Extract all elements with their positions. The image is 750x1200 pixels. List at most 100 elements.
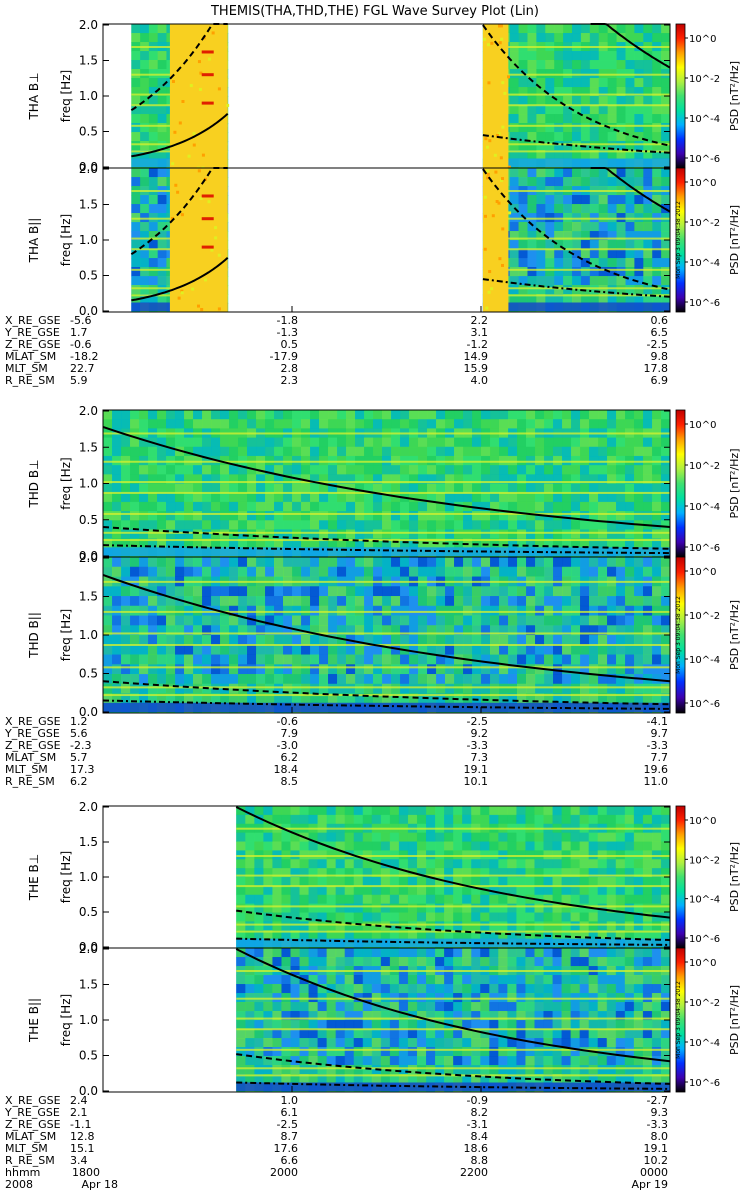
- spectrogram-cell: [344, 859, 355, 869]
- spectrogram-cell: [290, 930, 301, 940]
- spectrogram-cell: [254, 868, 264, 878]
- spectrogram-cell: [140, 33, 150, 43]
- spectrogram-cell: [499, 419, 509, 429]
- spectral-line: [236, 874, 670, 877]
- spectrogram-cell: [525, 841, 535, 851]
- spectrogram-cell: [552, 912, 563, 922]
- spectrogram-cell: [625, 615, 635, 626]
- spectrogram-cell: [507, 1074, 517, 1084]
- colorbar-tick-label: 10^-6: [689, 154, 720, 165]
- spectrogram-cell: [535, 625, 545, 636]
- spectrogram-cell: [616, 150, 626, 160]
- spectrogram-cell: [337, 410, 347, 420]
- spectrogram-cell: [453, 921, 463, 931]
- spectrogram-cell: [317, 877, 328, 887]
- spectrogram-cell: [607, 605, 617, 616]
- spectrogram-cell: [517, 693, 527, 704]
- spectrogram-cell: [211, 625, 221, 636]
- spectrogram-cell: [362, 912, 373, 922]
- spectrogram-cell: [112, 465, 122, 475]
- spectrogram-cell: [407, 885, 418, 896]
- spectrogram-cell: [409, 501, 419, 512]
- spectrogram-cell: [283, 492, 293, 503]
- spectrogram-cell: [525, 1056, 535, 1066]
- spectrogram-cell: [310, 674, 320, 685]
- spectrogram-cell: [660, 1020, 671, 1030]
- spectrogram-cell: [299, 814, 310, 825]
- spectrogram-cell: [112, 596, 122, 607]
- spectrogram-cell: [589, 114, 600, 124]
- spectrogram-cell: [625, 51, 635, 61]
- spectrogram-cell: [157, 693, 167, 704]
- spectrogram-cell: [598, 87, 609, 97]
- spectrogram-cell: [355, 419, 365, 429]
- spectrogram-cell: [193, 625, 203, 636]
- spectrogram-cell: [139, 511, 149, 521]
- spectrogram-cell: [301, 664, 311, 675]
- spectrogram-cell: [490, 41, 494, 45]
- spectrogram-cell: [589, 204, 600, 214]
- spectrogram-cell: [283, 511, 293, 521]
- spectrogram-cell: [362, 877, 373, 887]
- spectrogram-cell: [292, 605, 302, 616]
- spectrogram-cell: [400, 654, 410, 665]
- spectrogram-cell: [580, 33, 591, 43]
- spectrogram-cell: [290, 903, 301, 913]
- spectrogram-cell: [589, 596, 599, 607]
- spectrogram-cell: [579, 859, 590, 869]
- spectrogram-cell: [643, 33, 653, 43]
- spectrogram-cell: [509, 51, 520, 61]
- spectrogram-cell: [254, 1074, 264, 1084]
- spectrogram-cell: [435, 859, 445, 869]
- spectrogram-cell: [148, 520, 158, 530]
- spectrogram-cell: [552, 885, 563, 896]
- spectrogram-cell: [319, 529, 329, 540]
- spectrogram-cell: [389, 984, 400, 994]
- spectrogram-cell: [140, 132, 150, 142]
- spectrogram-cell: [643, 96, 653, 106]
- spectrogram-cell: [326, 841, 337, 851]
- spectrogram-cell: [633, 841, 644, 851]
- spectrogram-cell: [157, 285, 167, 295]
- spectrogram-cell: [661, 87, 671, 97]
- spectrogram-cell: [254, 894, 264, 905]
- spectrogram-cell: [471, 877, 481, 887]
- spectrogram-cell: [598, 492, 608, 503]
- spectrogram-cell: [317, 814, 328, 825]
- spectrogram-cell: [454, 644, 464, 655]
- spectrogram-cell: [508, 520, 518, 530]
- spectrogram-cell: [229, 654, 239, 665]
- spectrogram-cell: [131, 249, 141, 259]
- spectrogram-cell: [326, 832, 337, 842]
- spectrogram-cell: [211, 664, 221, 675]
- spectrogram-cell: [480, 1038, 490, 1048]
- spectrogram-cell: [263, 1002, 273, 1012]
- spectrogram-cell: [254, 1029, 264, 1039]
- spectrogram-cell: [202, 492, 212, 503]
- ephemeris-value: 5.6: [70, 727, 88, 740]
- spectrogram-cell: [571, 654, 581, 665]
- spectrogram-cell: [427, 674, 437, 685]
- spectrogram-cell: [400, 586, 410, 597]
- spectrogram-cell: [290, 921, 301, 931]
- spectrogram-cell: [543, 814, 554, 825]
- spectrogram-cell: [281, 903, 291, 913]
- spectrogram-cell: [317, 885, 328, 896]
- spectrogram-cell: [148, 538, 158, 549]
- spectrogram-cell: [112, 410, 122, 420]
- spectrogram-cell: [490, 664, 500, 675]
- spectrogram-cell: [545, 60, 555, 70]
- spectrogram-cell: [490, 674, 500, 685]
- spectrogram-cell: [335, 894, 346, 905]
- spectrogram-cell: [570, 894, 581, 905]
- spectrogram-cell: [157, 294, 167, 304]
- spectrogram-cell: [535, 683, 545, 694]
- spectrogram-cell: [554, 168, 564, 178]
- spectrogram-cell: [362, 1011, 373, 1021]
- spectrogram-cell: [436, 596, 446, 607]
- spectrogram-cell: [140, 51, 150, 61]
- spectrogram-cell: [254, 1047, 264, 1057]
- spectrogram-cell: [534, 885, 544, 896]
- spectrogram-cell: [272, 1074, 282, 1084]
- spectrogram-cell: [607, 596, 617, 607]
